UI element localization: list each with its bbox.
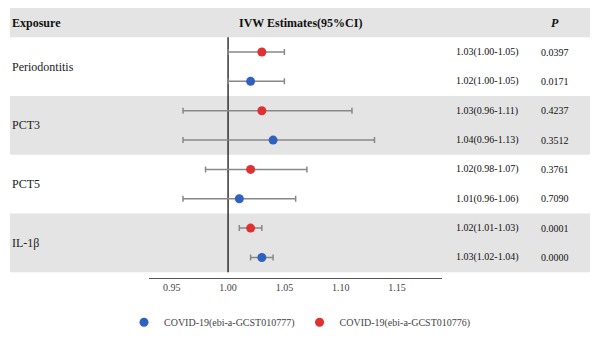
- svg-text:1.03(0.96-1.11): 1.03(0.96-1.11): [456, 105, 518, 117]
- svg-text:1.03(1.00-1.05): 1.03(1.00-1.05): [456, 46, 519, 58]
- svg-text:PCT5: PCT5: [12, 177, 40, 191]
- svg-text:0.0171: 0.0171: [541, 76, 569, 87]
- svg-text:1.01(0.96-1.06): 1.01(0.96-1.06): [456, 193, 519, 205]
- svg-text:1.15: 1.15: [388, 282, 406, 293]
- svg-text:0.3761: 0.3761: [541, 164, 569, 175]
- svg-text:COVID-19(ebi-a-GCST010776): COVID-19(ebi-a-GCST010776): [340, 317, 471, 329]
- svg-text:1.03(1.02-1.04): 1.03(1.02-1.04): [456, 251, 519, 263]
- svg-text:PCT3: PCT3: [12, 118, 40, 132]
- svg-text:1.02(0.98-1.07): 1.02(0.98-1.07): [456, 163, 519, 175]
- svg-text:P: P: [551, 16, 559, 30]
- svg-text:0.95: 0.95: [163, 282, 181, 293]
- svg-text:0.3512: 0.3512: [541, 135, 569, 146]
- svg-text:1.02(1.00-1.05): 1.02(1.00-1.05): [456, 75, 519, 87]
- svg-text:IVW Estimates(95%CI): IVW Estimates(95%CI): [239, 16, 362, 30]
- svg-text:IL-1β: IL-1β: [12, 236, 39, 250]
- svg-text:0.4237: 0.4237: [541, 105, 569, 116]
- svg-text:0.0001: 0.0001: [541, 223, 569, 234]
- svg-text:1.00: 1.00: [219, 282, 237, 293]
- svg-text:0.7090: 0.7090: [541, 193, 569, 204]
- svg-text:Periodontitis: Periodontitis: [12, 60, 74, 74]
- svg-text:0.0000: 0.0000: [541, 252, 569, 263]
- svg-text:COVID-19(ebi-a-GCST010777): COVID-19(ebi-a-GCST010777): [164, 317, 295, 329]
- svg-text:Exposure: Exposure: [12, 16, 61, 30]
- svg-text:1.04(0.96-1.13): 1.04(0.96-1.13): [456, 134, 519, 146]
- svg-text:1.10: 1.10: [332, 282, 350, 293]
- svg-text:0.0397: 0.0397: [541, 47, 569, 58]
- svg-text:1.02(1.01-1.03): 1.02(1.01-1.03): [456, 222, 519, 234]
- svg-text:1.05: 1.05: [276, 282, 294, 293]
